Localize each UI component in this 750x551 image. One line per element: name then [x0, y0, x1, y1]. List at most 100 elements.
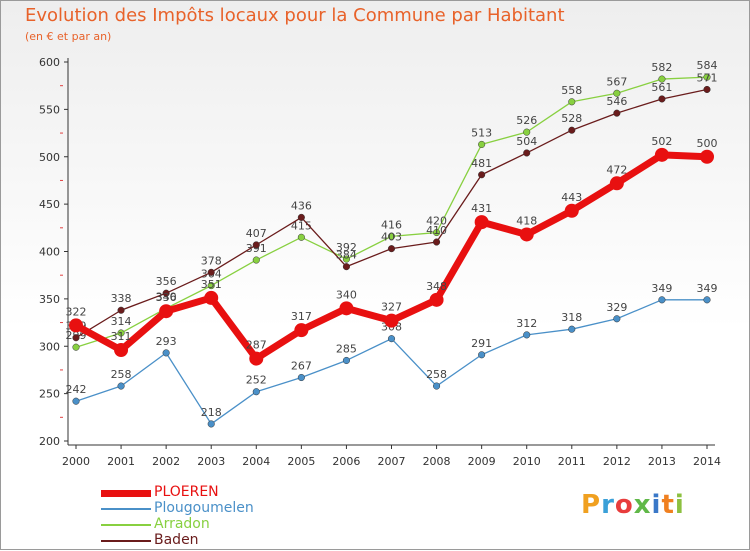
data-label: 293: [156, 335, 177, 348]
data-label: 403: [381, 231, 402, 244]
x-tick-label: 2012: [603, 455, 631, 468]
legend-swatch: [101, 489, 151, 497]
data-point: [703, 296, 711, 304]
data-point: [384, 313, 399, 328]
data-label: 391: [246, 242, 267, 255]
x-tick-label: 2002: [152, 455, 180, 468]
data-label: 218: [201, 406, 222, 419]
data-label: 349: [697, 282, 718, 295]
data-label: 500: [697, 137, 718, 150]
data-label: 561: [651, 81, 672, 94]
data-point: [342, 263, 350, 271]
proxiti-logo: Proxiti: [581, 490, 685, 520]
legend-swatch: [101, 508, 151, 510]
logo-letter: P: [581, 490, 602, 520]
y-tick-label: 350: [39, 293, 60, 306]
x-tick-label: 2004: [242, 455, 270, 468]
data-label: 258: [111, 368, 132, 381]
data-label: 436: [291, 199, 312, 212]
logo-letter: x: [633, 490, 652, 520]
legend-label: Baden: [154, 532, 199, 548]
data-point: [564, 203, 579, 218]
data-point: [387, 245, 396, 253]
chart-subtitle: (en € et par an): [25, 30, 112, 43]
logo-letter: o: [614, 490, 634, 520]
data-label: 314: [111, 315, 132, 328]
data-label: 378: [201, 254, 222, 267]
data-label: 558: [561, 84, 582, 97]
data-point: [568, 325, 576, 333]
y-tick-label: 200: [39, 435, 60, 448]
data-point: [297, 373, 305, 382]
y-tick-label: 500: [39, 151, 60, 164]
data-label: 340: [336, 288, 357, 301]
data-point: [387, 335, 396, 343]
data-point: [429, 292, 444, 307]
data-point: [207, 420, 215, 428]
y-tick-label: 550: [39, 103, 60, 116]
x-tick-label: 2011: [558, 455, 586, 468]
data-point: [117, 306, 125, 314]
data-label: 285: [336, 342, 357, 355]
x-tick-label: 2013: [648, 455, 676, 468]
data-point: [114, 343, 129, 358]
x-tick-label: 2000: [62, 455, 90, 468]
data-point: [207, 268, 215, 276]
data-point: [613, 109, 621, 117]
data-point: [609, 176, 624, 191]
data-point: [568, 126, 576, 134]
data-point: [613, 315, 621, 323]
data-point: [117, 382, 125, 390]
data-point: [207, 282, 215, 290]
data-label: 407: [246, 227, 267, 240]
data-point: [162, 289, 170, 297]
data-point: [387, 232, 396, 240]
y-tick-label: 400: [39, 246, 60, 259]
data-point: [72, 343, 80, 351]
logo-letter: i: [651, 490, 662, 520]
data-label: 481: [471, 157, 492, 170]
x-tick-label: 2001: [107, 455, 135, 468]
data-label: 528: [561, 112, 582, 125]
data-point: [69, 318, 83, 333]
x-tick-label: 2003: [197, 455, 225, 468]
data-label: 349: [651, 282, 672, 295]
data-label: 410: [426, 224, 447, 237]
data-point: [159, 304, 174, 319]
data-label: 513: [471, 126, 492, 139]
data-label: 322: [66, 305, 87, 318]
x-tick-label: 2005: [287, 455, 315, 468]
data-label: 582: [651, 61, 672, 74]
data-label: 311: [111, 330, 132, 343]
data-point: [72, 334, 80, 342]
data-point: [703, 85, 711, 94]
data-label: 420: [426, 215, 447, 228]
data-point: [252, 256, 260, 264]
data-label: 502: [651, 135, 672, 148]
data-point: [72, 397, 80, 405]
legend-label: Arradon: [154, 516, 210, 532]
data-point: [433, 382, 441, 390]
data-point: [658, 296, 666, 304]
data-label: 242: [66, 383, 87, 396]
data-point: [342, 255, 350, 263]
data-label: 571: [697, 71, 718, 84]
data-label: 317: [291, 310, 312, 323]
data-point: [613, 89, 621, 97]
logo-letter: r: [601, 490, 615, 520]
data-point: [162, 349, 170, 357]
data-point: [249, 351, 264, 366]
logo-letter: i: [674, 490, 685, 520]
data-point: [700, 149, 714, 164]
x-tick-label: 2006: [332, 455, 360, 468]
data-point: [523, 128, 531, 136]
x-tick-label: 2014: [693, 455, 721, 468]
data-point: [252, 241, 260, 249]
data-point: [478, 171, 486, 179]
data-label: 546: [606, 95, 627, 108]
data-label: 327: [381, 301, 402, 314]
data-label: 443: [561, 191, 582, 204]
data-point: [297, 213, 305, 221]
data-label: 472: [606, 163, 627, 176]
